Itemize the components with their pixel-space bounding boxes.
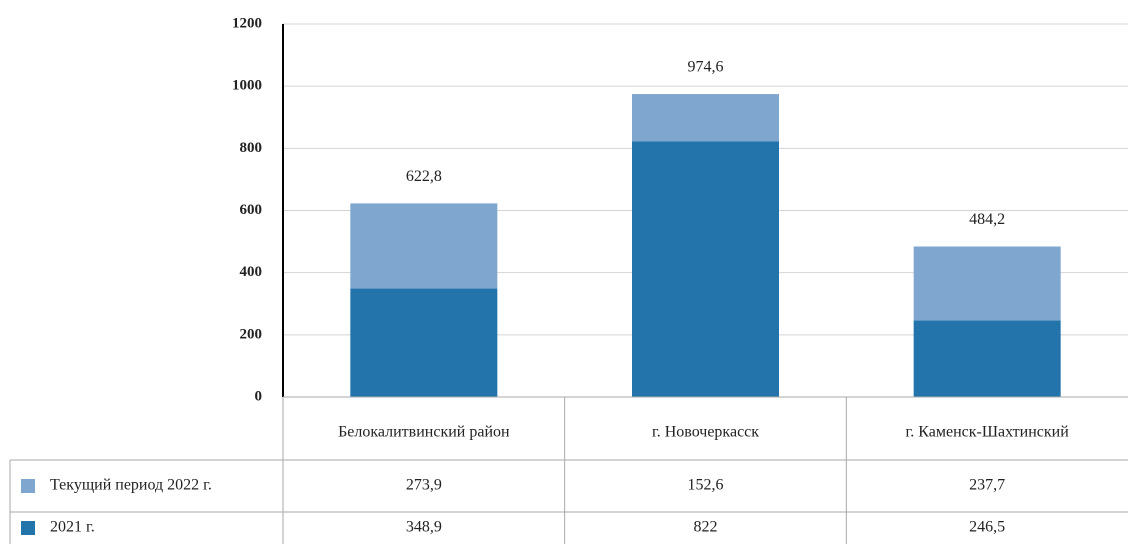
table-value: 822: [694, 519, 718, 536]
table-value: 348,9: [406, 519, 442, 536]
y-tick-label: 0: [255, 388, 263, 404]
table-value: 273,9: [406, 477, 442, 494]
y-tick-label: 800: [240, 140, 263, 156]
legend-swatch: [21, 479, 35, 493]
y-tick-label: 600: [240, 202, 263, 218]
total-label: 974,6: [688, 59, 724, 76]
y-tick-label: 1000: [232, 78, 262, 94]
bar-segment: [913, 320, 1061, 397]
legend-label: 2021 г.: [50, 519, 95, 536]
bar-segment: [350, 203, 498, 289]
legend-label: Текущий период 2022 г.: [50, 477, 212, 494]
table-value: 152,6: [688, 477, 724, 494]
bar-segment: [632, 141, 779, 397]
y-tick-label: 400: [240, 264, 263, 280]
y-tick-label: 1200: [232, 15, 262, 31]
table-value: 246,5: [969, 519, 1005, 536]
bar-segment: [913, 246, 1061, 321]
legend-swatch: [21, 521, 35, 535]
y-tick-label: 200: [240, 326, 263, 342]
x-tick-label: г. Каменск-Шахтинский: [906, 424, 1070, 441]
bar-segment: [350, 288, 498, 397]
bar-segment: [632, 94, 779, 142]
x-tick-label: г. Новочеркасск: [652, 424, 759, 441]
x-tick-label: Белокалитвинский район: [338, 424, 510, 441]
total-label: 484,2: [969, 211, 1005, 228]
total-label: 622,8: [406, 168, 442, 185]
table-value: 237,7: [969, 477, 1005, 494]
